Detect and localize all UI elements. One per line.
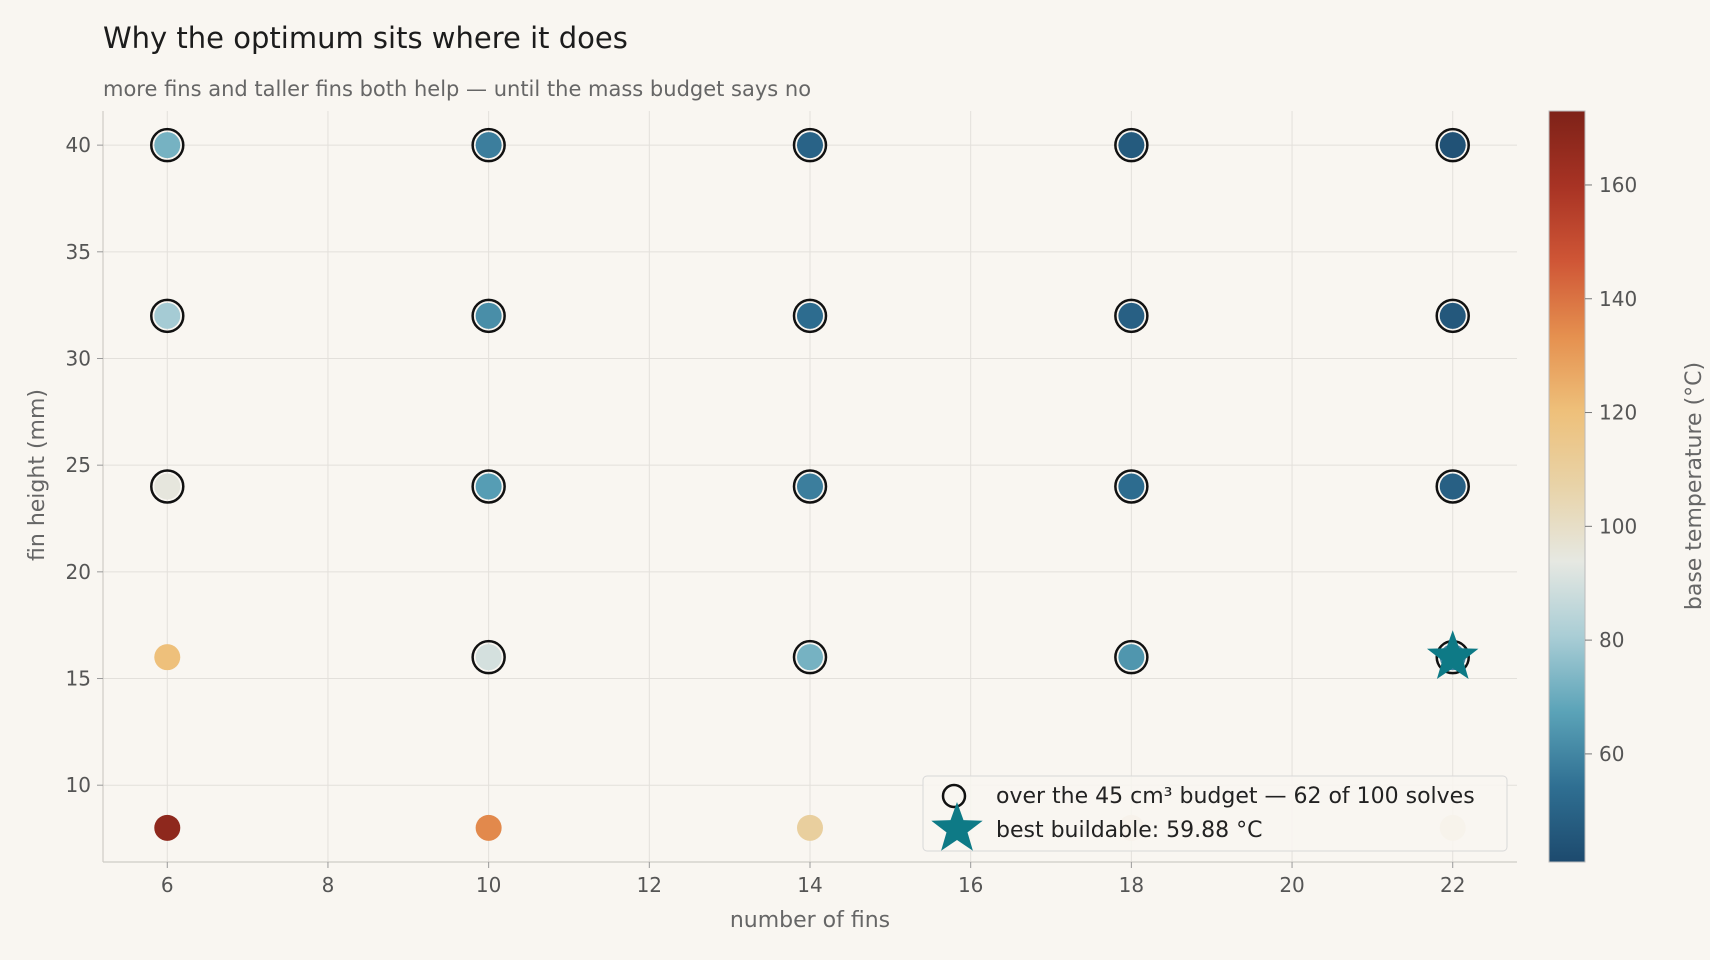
y-tick-label: 40 — [66, 133, 91, 157]
colorbar-tick-label: 140 — [1599, 287, 1637, 311]
legend: over the 45 cm³ budget — 62 of 100 solve… — [922, 775, 1508, 852]
data-point — [475, 814, 502, 841]
over-budget-ring — [150, 298, 185, 334]
data-point — [154, 644, 181, 671]
colorbar — [1548, 110, 1586, 863]
over-budget-ring — [792, 127, 828, 163]
x-axis-ticks: 6 8 10 12 14 16 18 20 22 — [161, 862, 1465, 897]
data-point — [1439, 132, 1466, 159]
data-point — [1118, 302, 1145, 329]
over-budget-ring — [1114, 639, 1149, 675]
colorbar-tick-label: 160 — [1599, 173, 1637, 197]
data-point — [797, 814, 823, 841]
chart-title: Why the optimum sits where it does — [103, 21, 628, 55]
y-tick-label: 20 — [66, 560, 91, 584]
x-tick-label: 14 — [797, 873, 822, 897]
best-marker-star-icon — [1427, 630, 1479, 679]
data-point — [475, 644, 502, 671]
colorbar-tick-label: 80 — [1599, 628, 1624, 652]
data-point — [797, 473, 823, 500]
data-point — [475, 473, 502, 500]
over-budget-ring — [150, 127, 185, 163]
data-point — [154, 814, 181, 841]
chart-subtitle: more fins and taller fins both help — un… — [103, 77, 811, 101]
over-budget-ring — [1114, 298, 1149, 334]
x-tick-label: 18 — [1119, 873, 1144, 897]
colorbar-ticks: 60 80 100 120 140 160 — [1585, 173, 1637, 766]
over-budget-ring — [792, 639, 828, 675]
data-point — [797, 644, 823, 671]
y-tick-label: 35 — [66, 240, 91, 264]
data-point — [797, 302, 823, 329]
x-tick-label: 22 — [1440, 873, 1465, 897]
y-tick-label: 25 — [66, 453, 91, 477]
y-axis-ticks: 10 15 20 25 30 35 40 — [66, 133, 103, 797]
legend-over-budget-label: over the 45 cm³ budget — 62 of 100 solve… — [996, 784, 1475, 809]
legend-ring-icon — [941, 783, 967, 809]
over-budget-ring — [471, 127, 506, 163]
over-budget-ring — [1435, 298, 1470, 334]
colorbar-tick-label: 60 — [1599, 742, 1624, 766]
data-point — [1439, 473, 1466, 500]
y-tick-label: 30 — [66, 346, 91, 370]
over-budget-ring — [1114, 469, 1149, 504]
over-budget-ring — [471, 298, 506, 334]
data-points — [150, 127, 1479, 841]
over-budget-ring — [150, 469, 185, 504]
x-tick-label: 16 — [958, 873, 983, 897]
x-tick-label: 20 — [1279, 873, 1304, 897]
data-point — [797, 132, 823, 159]
over-budget-ring — [1435, 469, 1470, 504]
data-point — [1118, 132, 1145, 159]
over-budget-ring — [1114, 127, 1149, 163]
legend-box — [922, 775, 1508, 852]
over-budget-ring — [1435, 127, 1470, 163]
data-point — [154, 132, 181, 159]
colorbar-label: base temperature (°C) — [1682, 362, 1707, 610]
colorbar-tick-label: 100 — [1599, 514, 1637, 538]
y-tick-label: 15 — [66, 667, 91, 691]
data-point — [475, 302, 502, 329]
over-budget-ring — [792, 298, 828, 334]
over-budget-ring — [471, 469, 506, 504]
x-axis-label: number of fins — [730, 908, 890, 933]
x-tick-label: 12 — [637, 873, 662, 897]
data-point — [154, 473, 181, 500]
data-point — [475, 132, 502, 159]
over-budget-ring — [792, 469, 828, 504]
y-tick-label: 10 — [66, 773, 91, 797]
data-point — [1439, 302, 1466, 329]
y-axis-label: fin height (mm) — [25, 389, 50, 561]
x-tick-label: 6 — [161, 873, 174, 897]
data-point — [1118, 644, 1145, 671]
legend-best-label: best buildable: 59.88 °C — [996, 818, 1263, 843]
colorbar-tick-label: 120 — [1599, 401, 1637, 425]
x-tick-label: 8 — [322, 873, 335, 897]
data-point — [154, 302, 181, 329]
over-budget-ring — [471, 639, 506, 675]
x-tick-label: 10 — [476, 873, 501, 897]
data-point — [1118, 473, 1145, 500]
legend-star-icon — [931, 802, 983, 851]
